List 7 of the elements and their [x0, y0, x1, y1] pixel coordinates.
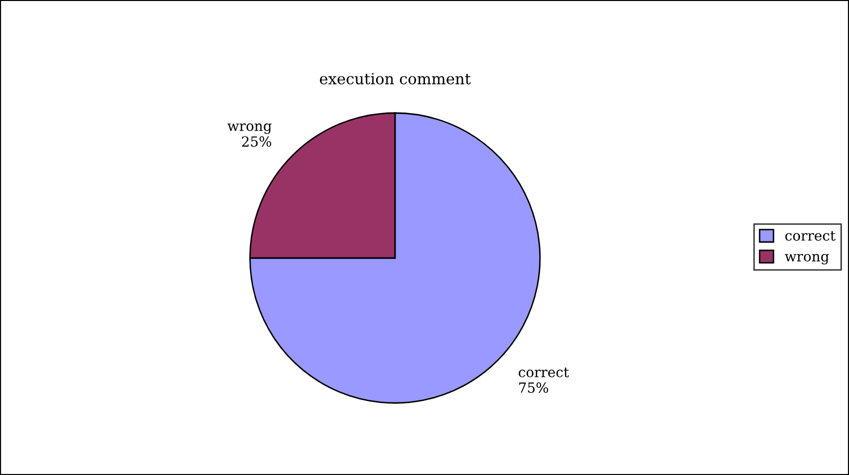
slice-label: correct: [518, 368, 569, 378]
legend-label: correct: [785, 231, 836, 241]
data-label: 75%: [519, 382, 548, 393]
chart-title: execution comment: [320, 72, 471, 84]
slice-label: wrong: [227, 123, 272, 134]
data-label: 25%: [242, 136, 272, 147]
legend-label: wrong: [784, 254, 829, 264]
